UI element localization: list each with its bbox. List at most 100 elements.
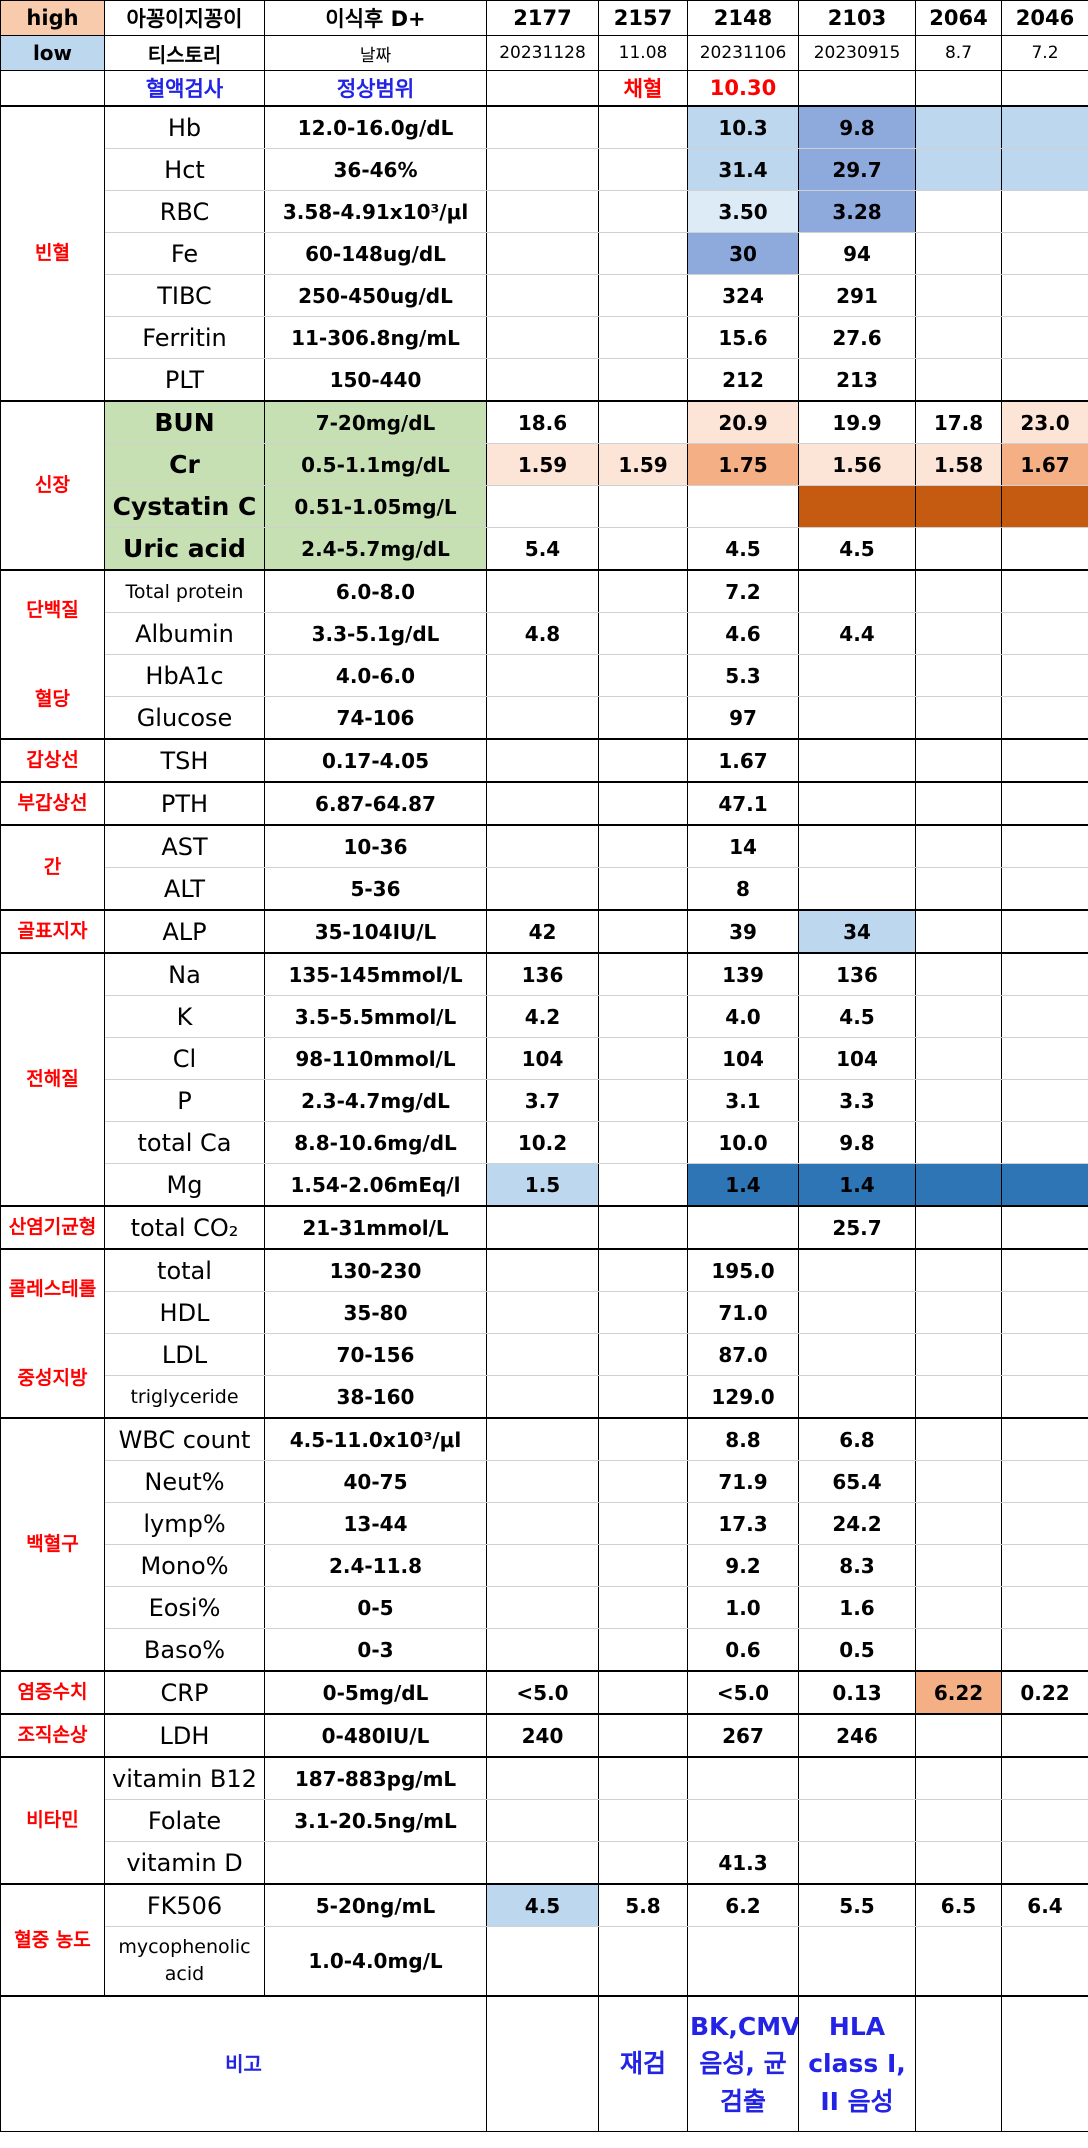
header-cell: 채혈	[598, 70, 688, 107]
normal-range: 1.54-2.06mEq/l	[264, 1163, 487, 1207]
header-cell: 7.2	[1001, 35, 1088, 71]
group-label: 빈혈	[0, 105, 105, 402]
test-name: vitamin D	[104, 1841, 265, 1885]
group-label-text: 콜레스테롤	[8, 1278, 97, 1300]
value-cell: 136	[798, 952, 916, 996]
data-row: Mono% 2.4-11.8 9.2 8.3	[1, 1544, 1088, 1587]
test-name: LDH	[104, 1713, 265, 1758]
value-cell	[915, 1079, 1002, 1122]
header-cell: 날짜	[264, 35, 487, 71]
normal-range: 74-106	[264, 696, 487, 740]
value-cell	[798, 824, 916, 868]
value-cell: 42	[486, 909, 599, 954]
value-cell: 3.28	[798, 190, 916, 233]
value-cell: 5.3	[687, 654, 799, 697]
value-cell	[598, 232, 688, 275]
value-cell	[915, 824, 1002, 868]
value-cell: 30	[687, 232, 799, 275]
value-cell	[598, 358, 688, 402]
normal-range: 1.0-4.0mg/L	[264, 1926, 487, 1997]
value-cell	[598, 738, 688, 783]
value-cell: 10.3	[687, 105, 799, 149]
group-label: 산염기균형	[0, 1205, 105, 1250]
value-cell	[598, 909, 688, 954]
value-cell	[1001, 1460, 1088, 1503]
value-cell: 246	[798, 1713, 916, 1758]
value-cell	[915, 485, 1002, 528]
normal-range: 10-36	[264, 824, 487, 868]
test-name: Baso%	[104, 1628, 265, 1672]
value-cell: 129.0	[687, 1375, 799, 1419]
normal-range: 0-3	[264, 1628, 487, 1672]
value-cell: 1.4	[798, 1163, 916, 1207]
value-cell	[486, 316, 599, 359]
value-cell: 71.9	[687, 1460, 799, 1503]
value-cell	[915, 232, 1002, 275]
value-cell: 9.8	[798, 1121, 916, 1164]
value-cell	[598, 1713, 688, 1758]
normal-range: 2.4-11.8	[264, 1544, 487, 1587]
value-cell	[1001, 781, 1088, 826]
value-cell: 7.2	[687, 569, 799, 613]
data-row: 단백질 혈당 Total protein 6.0-8.0 7.2	[0, 569, 1088, 740]
value-cell: 104	[687, 1037, 799, 1080]
value-cell: 4.0	[687, 995, 799, 1038]
value-cell: 139	[687, 952, 799, 996]
value-cell: 291	[798, 274, 916, 317]
value-cell	[486, 1205, 599, 1250]
value-cell	[1001, 696, 1088, 740]
data-row: 간 AST 10-36 14	[0, 824, 1088, 911]
value-cell	[486, 1333, 599, 1376]
value-cell	[1001, 738, 1088, 783]
data-row: Cl 98-110mmol/L 104 104 104	[1, 1037, 1088, 1080]
test-name: Hb	[104, 105, 265, 149]
value-cell	[915, 316, 1002, 359]
test-name: Hct	[104, 148, 265, 191]
header-cell: 2148	[687, 0, 799, 36]
header-cell	[1001, 70, 1088, 107]
value-cell	[1001, 190, 1088, 233]
test-name: AST	[104, 824, 265, 868]
value-cell	[915, 1544, 1002, 1587]
value-cell	[1001, 612, 1088, 655]
value-cell: 23.0	[1001, 400, 1088, 444]
normal-range: 130-230	[264, 1248, 487, 1292]
value-cell	[1001, 148, 1088, 191]
test-name: Folate	[104, 1799, 265, 1842]
value-cell	[915, 1628, 1002, 1672]
data-row: LDL 70-156 87.0	[1, 1333, 1088, 1376]
value-cell	[486, 232, 599, 275]
value-cell: 20.9	[687, 400, 799, 444]
value-cell	[915, 274, 1002, 317]
value-cell	[915, 1926, 1002, 1997]
value-cell: 3.3	[798, 1079, 916, 1122]
value-cell: 6.5	[915, 1883, 1002, 1927]
value-cell: 4.5	[798, 527, 916, 571]
header-cell: 2064	[915, 0, 1002, 36]
data-row: 빈혈 Hb 12.0-16.0g/dL 10.3 9.8	[0, 105, 1088, 402]
value-cell: 213	[798, 358, 916, 402]
value-cell	[598, 1333, 688, 1376]
value-cell	[486, 867, 599, 911]
value-cell	[486, 274, 599, 317]
header-row: low 티스토리 날짜 20231128 11.08 20231106 20230915 8.…	[0, 35, 1088, 71]
value-cell	[486, 1460, 599, 1503]
header-cell: 10.30	[687, 70, 799, 107]
value-cell	[598, 1248, 688, 1292]
value-cell	[1001, 1079, 1088, 1122]
header-cell: 아꽁이지꽁이	[104, 0, 265, 36]
value-cell	[486, 1628, 599, 1672]
test-name: Eosi%	[104, 1586, 265, 1629]
value-cell	[486, 1586, 599, 1629]
data-row: 비타민 vitamin B12 187-883pg/mL	[0, 1756, 1088, 1885]
test-name: mycophenolic acid	[104, 1926, 265, 1997]
group-label: 갑상선	[0, 738, 105, 783]
value-cell	[798, 485, 916, 528]
value-cell: 47.1	[687, 781, 799, 826]
group-label-text: 갑상선	[26, 749, 79, 772]
value-cell	[915, 1205, 1002, 1250]
value-cell	[486, 1502, 599, 1545]
test-name: HDL	[104, 1291, 265, 1334]
data-row: 갑상선 TSH 0.17-4.05 1.67	[0, 738, 1088, 783]
